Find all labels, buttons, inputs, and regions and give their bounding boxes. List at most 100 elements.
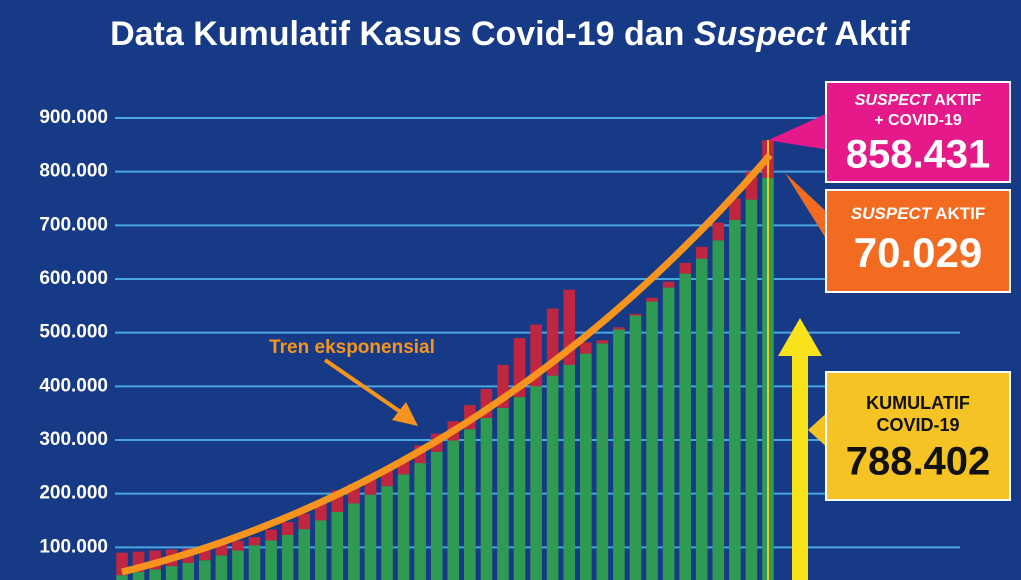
trend-arrowhead: [392, 402, 418, 426]
bar-segment: [348, 503, 360, 580]
bar-segment: [116, 575, 128, 580]
bar-segment: [381, 486, 393, 580]
heading-part: AKTIF: [930, 92, 981, 109]
bar-segment: [215, 544, 228, 556]
heading-part: SUSPECT: [851, 204, 933, 223]
trend-label: Tren eksponensial: [269, 337, 435, 358]
bar-segment: [447, 440, 460, 580]
heading-part: SUSPECT: [855, 92, 932, 109]
bar-segment: [298, 529, 311, 580]
bar-segment: [579, 342, 592, 354]
bar-segment: [397, 474, 410, 580]
bar-segment: [513, 397, 526, 580]
bar-segment: [480, 389, 493, 418]
callout-heading: + COVID-19: [874, 112, 962, 129]
bar-segment: [613, 327, 625, 330]
y-tick-label: 700.000: [39, 214, 108, 235]
bar-segment: [298, 513, 311, 530]
bar-segment: [248, 537, 261, 546]
bar-segment: [662, 281, 675, 288]
bar-segment: [729, 198, 741, 220]
callout-heading: KUMULATIF: [866, 393, 970, 413]
bar-segment: [116, 552, 128, 576]
callout-box: [825, 189, 1011, 293]
bar-segment: [132, 551, 145, 573]
bar-segment: [629, 315, 642, 580]
bar-segment: [530, 324, 542, 387]
bar-segment: [646, 301, 658, 580]
callout-value: 858.431: [846, 133, 991, 177]
bar-segment: [596, 340, 609, 344]
heading-part: AKTIF: [931, 204, 985, 223]
bar-segment: [348, 484, 360, 504]
bar-segment: [563, 364, 576, 580]
bar-segment: [662, 287, 675, 580]
callouts: SUSPECT AKTIF + COVID-19 858.431 SUSPECT AK…: [768, 81, 1011, 501]
up-arrow: [778, 318, 822, 580]
callout-pointer: [785, 172, 830, 245]
bar-segment: [364, 494, 377, 580]
bar-segment: [679, 262, 691, 274]
bar-segment: [381, 467, 393, 487]
bar-segment: [497, 407, 509, 580]
y-tick-label: 300.000: [39, 429, 108, 450]
title-part: Suspect: [694, 15, 828, 53]
callout-value: 70.029: [854, 229, 982, 276]
bar-segment: [546, 375, 559, 580]
bar-segment: [745, 199, 758, 580]
bar-segment: [497, 364, 509, 408]
bar-segment: [712, 240, 725, 580]
callout-value: 788.402: [846, 440, 991, 484]
callout-pointer: [808, 410, 830, 450]
bar-segment: [695, 246, 708, 259]
y-tick-label: 900.000: [39, 107, 108, 128]
bar-segment: [248, 545, 261, 580]
y-tick-label: 100.000: [39, 536, 108, 557]
chart-title: Data Kumulatif Kasus Covid-19 dan Suspec…: [110, 15, 910, 53]
bar-segment: [679, 273, 691, 580]
bar-segment: [331, 490, 344, 512]
bar-segment: [729, 219, 741, 580]
trend-arrow: [323, 358, 407, 417]
bar-segment: [414, 463, 426, 580]
bar-segment: [132, 572, 145, 580]
bar-segment: [546, 308, 559, 376]
bar-segment: [215, 555, 228, 580]
bar-segment: [596, 343, 609, 580]
bar-segment: [232, 550, 244, 580]
bar-segment: [199, 560, 211, 580]
bar-segment: [199, 547, 211, 561]
bar-segment: [563, 289, 576, 365]
callout-pointer: [768, 112, 830, 150]
callout-heading: SUSPECT AKTIF: [855, 92, 982, 109]
bar-segment: [314, 520, 327, 580]
bar-segment: [646, 297, 658, 302]
bar-segment: [480, 417, 493, 580]
bar-segment: [149, 569, 161, 580]
bar-segment: [364, 476, 377, 495]
bar-segment: [397, 460, 410, 475]
bar-segment: [281, 522, 294, 535]
trend-curve: [121, 152, 773, 576]
y-tick-label: 500.000: [39, 322, 108, 343]
bar-segment: [579, 353, 592, 580]
bar-segment: [629, 313, 642, 316]
bar-segment: [530, 386, 542, 580]
title-part: Data Kumulatif Kasus Covid-19 dan: [110, 15, 694, 53]
bar-segment: [430, 451, 443, 580]
bar-segment: [613, 329, 625, 580]
y-tick-label: 800.000: [39, 161, 108, 182]
bar-segment: [265, 529, 277, 541]
bar-segment: [695, 258, 708, 580]
bar-segment: [464, 429, 476, 580]
bar-segment: [165, 566, 178, 580]
bar-segment: [314, 501, 327, 521]
bars: [116, 140, 774, 580]
y-tick-label: 600.000: [39, 268, 108, 289]
bar-segment: [745, 171, 758, 200]
bar-segment: [331, 511, 344, 580]
bar-segment: [281, 534, 294, 580]
callout-heading: COVID-19: [876, 415, 959, 435]
callout-box: [825, 371, 1011, 501]
